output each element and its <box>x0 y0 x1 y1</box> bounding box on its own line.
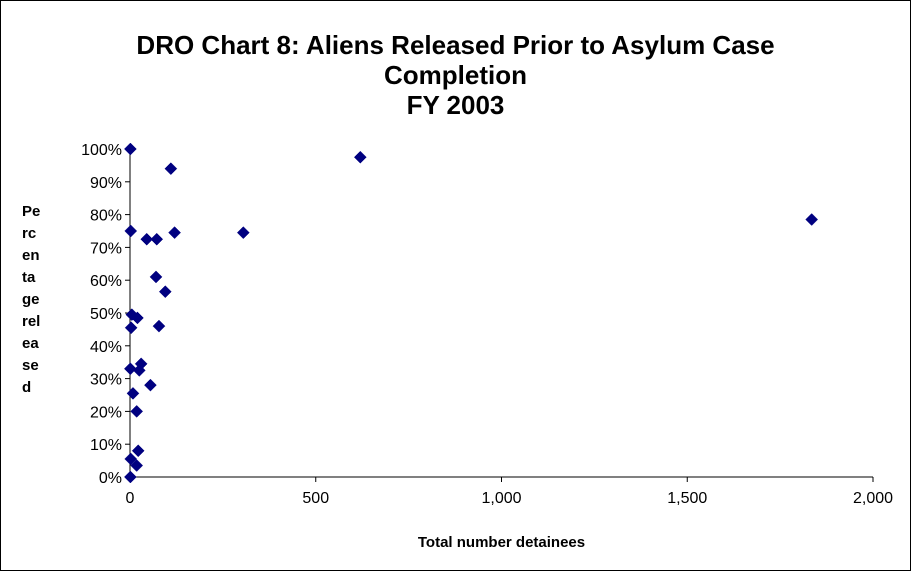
y-axis-label-part: ea <box>22 335 39 352</box>
data-point <box>168 226 181 239</box>
chart-title-line-1: DRO Chart 8: Aliens Released Prior to As… <box>136 30 775 60</box>
chart-title-line-2: Completion <box>384 60 527 90</box>
y-axis-label-part: Pe <box>22 203 41 220</box>
y-tick-label: 60% <box>90 273 122 290</box>
x-tick-label: 1,000 <box>481 490 521 507</box>
x-axis-label: Total number detainees <box>417 534 586 551</box>
y-axis-label: Pe rc en ta ge rel ea se d <box>22 201 56 399</box>
data-point <box>124 470 137 484</box>
x-tick-label: 2,000 <box>853 490 893 507</box>
x-tick-label: 0 <box>126 490 135 507</box>
y-axis-label-part: ta <box>22 269 36 286</box>
y-tick-label: 40% <box>90 339 122 356</box>
data-point <box>236 226 250 239</box>
y-axis-label-part: rc <box>22 225 37 242</box>
y-axis-label-part: ge <box>22 291 40 308</box>
data-point <box>131 311 144 325</box>
data-point <box>149 270 163 284</box>
y-tick-label: 80% <box>90 208 122 225</box>
y-tick-label: 70% <box>90 240 122 257</box>
data-point <box>805 213 819 226</box>
y-axis-label-part: en <box>22 247 40 264</box>
data-point <box>124 224 138 238</box>
y-tick-label: 90% <box>90 175 122 192</box>
data-point <box>130 405 144 418</box>
chart-title: DRO Chart 8: Aliens Released Prior to As… <box>0 30 911 120</box>
y-axis-label-part: d <box>22 379 32 396</box>
y-tick-label: 10% <box>90 437 122 454</box>
data-point <box>144 378 157 392</box>
y-axis-label-part: rel <box>22 313 41 330</box>
data-point <box>124 142 137 156</box>
data-point <box>132 364 146 377</box>
data-point <box>126 387 140 400</box>
y-tick-label: 50% <box>90 306 122 323</box>
y-axis-label-part: se <box>22 357 39 374</box>
y-tick-label: 100% <box>81 142 122 159</box>
data-point <box>150 232 164 246</box>
y-tick-label: 30% <box>90 372 122 389</box>
data-point <box>124 362 137 376</box>
y-tick-label: 0% <box>99 470 122 487</box>
data-point <box>164 162 178 176</box>
chart-title-line-3: FY 2003 <box>406 90 505 120</box>
data-point <box>158 285 172 299</box>
data-point <box>131 444 145 458</box>
x-tick-label: 1,500 <box>667 490 707 507</box>
data-point <box>152 319 166 333</box>
x-tick-label: 500 <box>302 490 329 507</box>
data-point <box>124 452 138 466</box>
y-tick-label: 20% <box>90 404 122 421</box>
data-point <box>124 321 138 335</box>
data-point <box>130 459 144 472</box>
data-point <box>353 150 367 164</box>
data-point <box>140 232 154 246</box>
